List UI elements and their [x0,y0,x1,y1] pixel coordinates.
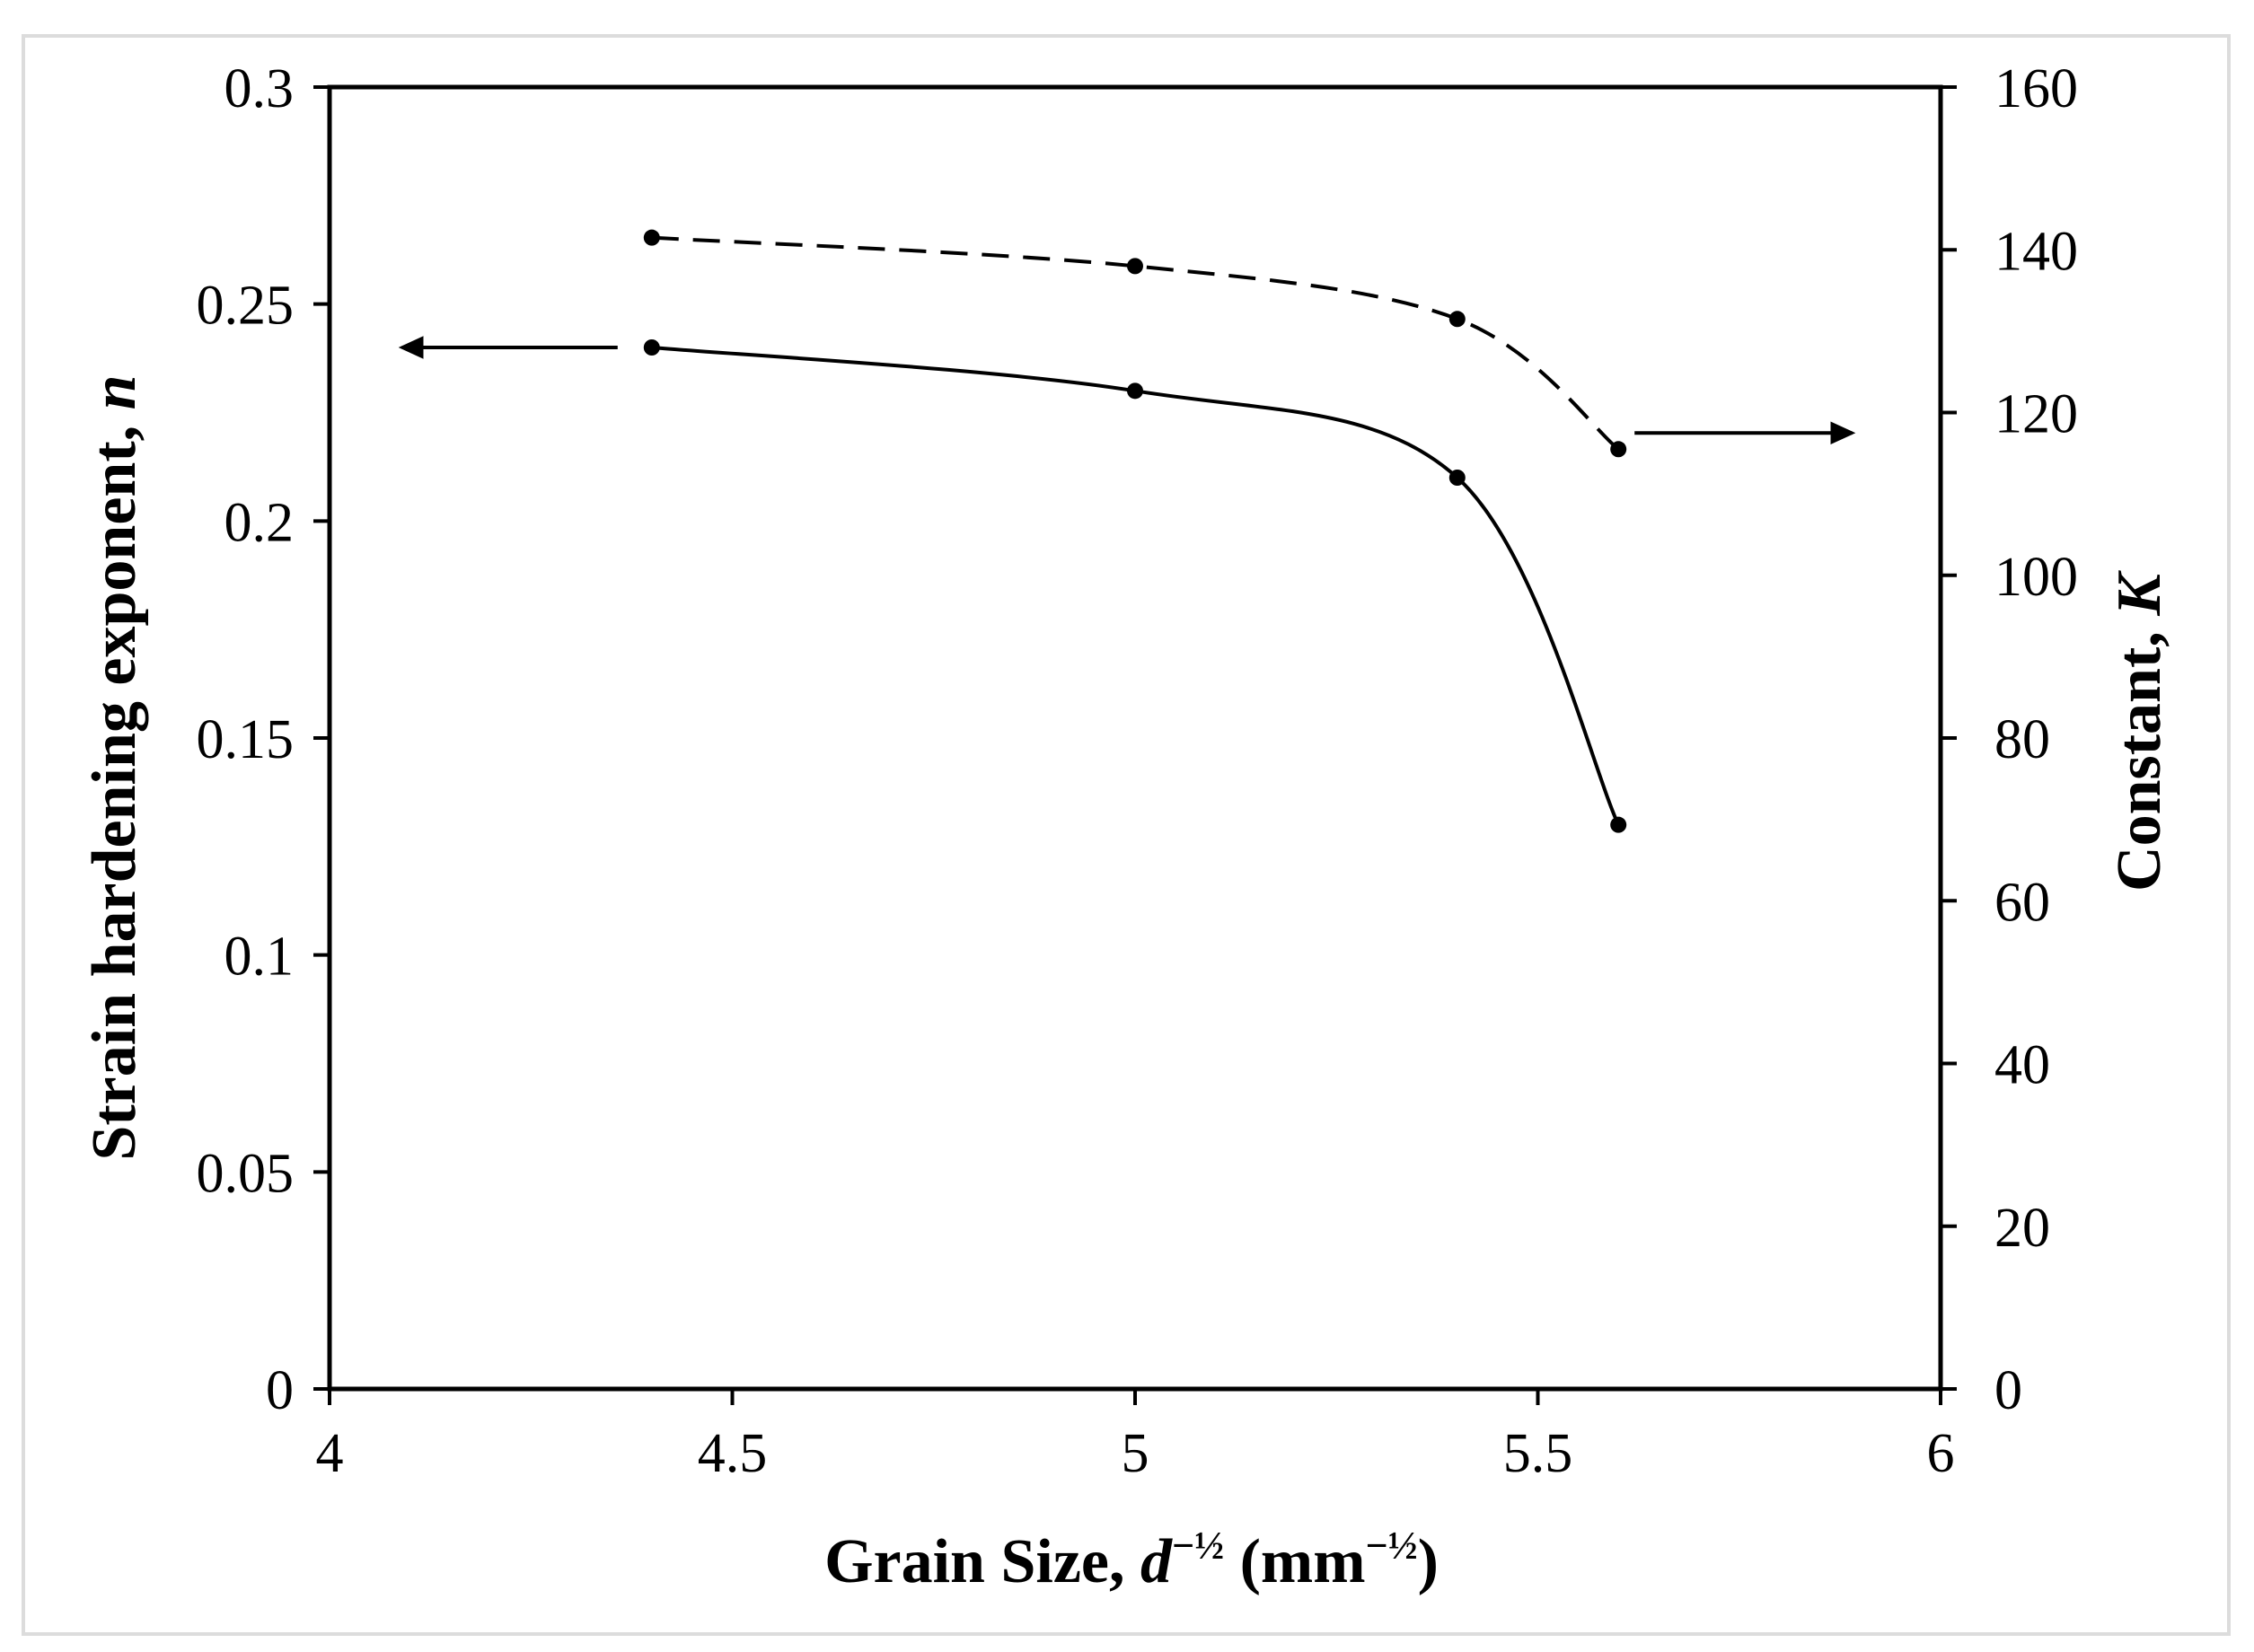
series-layer [398,229,1856,833]
y-left-tick-label: 0.05 [197,1143,295,1204]
y-left-tick-label: 0.25 [197,276,295,337]
y-axis-left-title: Strain hardening exponent, n [80,374,149,1160]
y-right-tick-label: 40 [1994,1035,2050,1096]
series-1-point [643,339,660,356]
y-left-tick-label: 0 [266,1360,294,1421]
y-axis-right-title: Constant, K [2105,570,2174,892]
series-1 [398,336,1627,833]
x-tick-label: 4.5 [698,1423,768,1484]
y-right-tick-label: 100 [1994,547,2078,608]
y-left-tick-label: 0.1 [225,927,295,988]
y-axis-right-title-symbol: K [2105,570,2174,617]
series-1-point [1610,816,1627,833]
plot-frame [327,84,1943,1392]
y-axis-left: 0 0.05 0.1 0.15 0.2 0.25 0.3 [197,58,330,1421]
x-axis-title-unit-open: (mm [1224,1527,1365,1596]
y-right-tick-label: 160 [1994,58,2078,119]
figure-frame [22,34,2231,1636]
y-right-tick-label: 120 [1994,384,2078,445]
series-2 [643,229,1856,458]
y-left-tick-label: 0.3 [225,58,295,119]
x-tick-label: 4 [316,1423,344,1484]
y-right-tick-label: 0 [1994,1360,2022,1421]
series-1-line [651,346,1621,826]
y-axis-right: 0 20 40 60 80 100 120 140 160 [1941,58,2078,1421]
x-axis-title-unit-close: ) [1418,1527,1439,1596]
x-axis-title-symbol: d [1140,1527,1173,1596]
series-1-point [1127,382,1143,400]
x-axis-title: Grain Size, d−½ (mm−½) [824,1524,1439,1596]
y-left-tick-label: 0.2 [225,492,295,553]
plot-area [327,84,1943,1392]
y-right-tick-label: 80 [1994,709,2050,770]
series-1-point [1448,470,1466,486]
x-axis-title-exponent: −½ [1172,1524,1224,1568]
x-axis-title-unit-exponent: −½ [1366,1524,1418,1568]
x-tick-label: 5 [1122,1423,1149,1484]
x-tick-label: 6 [1927,1423,1955,1484]
series-2-point [1127,258,1143,275]
series-2-point [643,229,660,246]
y-right-tick-label: 60 [1994,872,2050,933]
x-axis-title-main: Grain Size, [824,1527,1140,1596]
x-axis: 4 4.5 5 5.5 6 [316,1389,1955,1484]
series-2-point [1448,311,1466,328]
y-right-tick-label: 20 [1994,1198,2050,1259]
series-2-line [651,235,1620,451]
y-right-tick-label: 140 [1994,221,2078,282]
y-axis-right-title-main: Constant, [2105,616,2174,892]
y-axis-left-title-main: Strain hardening exponent, [80,409,149,1160]
series-2-point [1610,441,1627,458]
y-axis-left-title-symbol: n [80,374,149,409]
y-left-tick-label: 0.15 [197,709,295,770]
x-tick-label: 5.5 [1503,1423,1573,1484]
